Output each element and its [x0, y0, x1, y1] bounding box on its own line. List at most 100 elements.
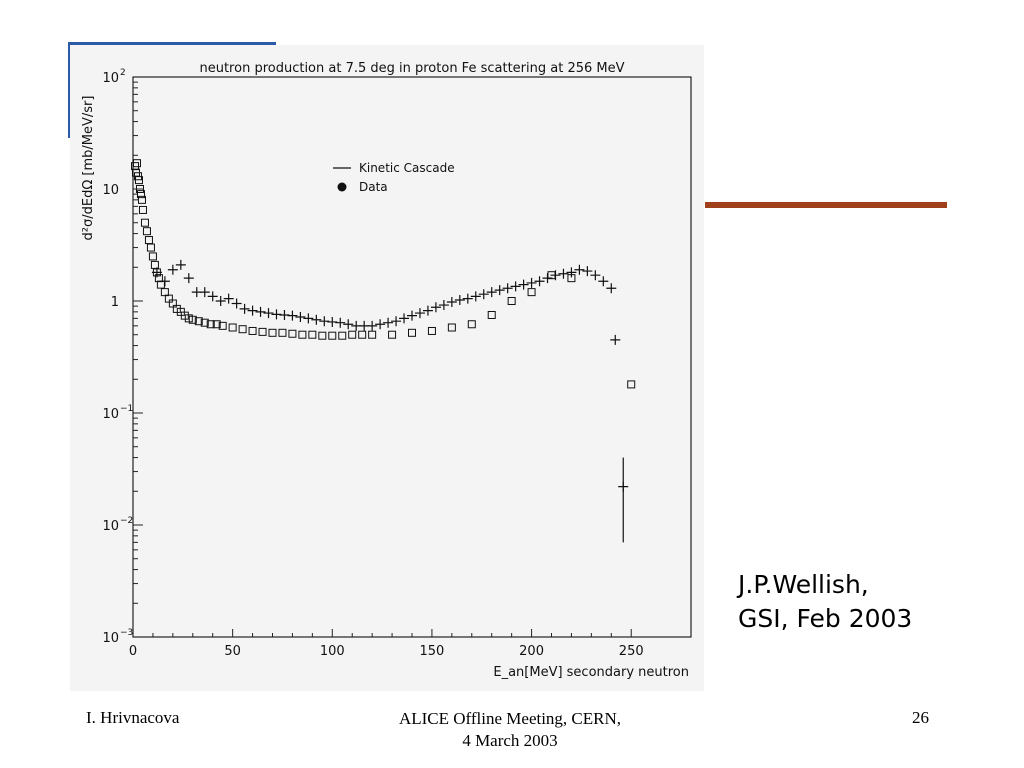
data-point-square [156, 280, 165, 289]
data-point-cross [399, 313, 410, 324]
data-point-cross [510, 281, 521, 292]
y-tick-exponent: 2 [120, 68, 126, 78]
data-point-cross [446, 296, 457, 307]
decorative-blue-line-vertical [68, 42, 71, 138]
data-point-cross [367, 320, 378, 331]
data-point-square [288, 329, 297, 338]
data-point-cross [207, 291, 218, 302]
data-point-cross [558, 268, 569, 279]
data-point-cross [335, 317, 346, 328]
data-point-cross [422, 305, 433, 316]
data-point-cross [462, 293, 473, 304]
data-point-cross [303, 313, 314, 324]
x-axis-label: E_an[MeV] secondary neutron [493, 665, 689, 680]
data-point-square [248, 326, 257, 335]
footer-event-line1: ALICE Offline Meeting, CERN, [398, 709, 622, 728]
data-point-cross [327, 316, 338, 327]
x-tick-label: 150 [420, 644, 445, 659]
data-point-square [268, 328, 277, 337]
data-point-square [427, 326, 436, 335]
data-point-cross [279, 309, 290, 320]
data-point-square [132, 159, 141, 168]
data-point-square [238, 325, 247, 334]
data-point-square [318, 331, 327, 340]
data-point-cross [151, 267, 162, 278]
data-point-cross [454, 295, 465, 306]
y-tick-label: 10 [102, 519, 119, 534]
plot-panel [70, 45, 704, 691]
data-point-cross [199, 287, 210, 298]
chart-marks [130, 159, 636, 543]
data-point-square [138, 205, 147, 214]
x-tick-label: 250 [619, 644, 644, 659]
data-point-cross [478, 289, 489, 300]
data-point-cross [319, 316, 330, 327]
data-point-square [308, 330, 317, 339]
data-point-square [148, 252, 157, 261]
data-point-cross [407, 310, 417, 321]
y-tick-label: 10 [102, 407, 119, 422]
data-point-square [408, 328, 416, 337]
data-point-cross [582, 266, 593, 277]
chart-legend: Kinetic Cascade Data [333, 161, 455, 194]
data-point-square [134, 176, 143, 185]
data-point-cross [295, 311, 306, 322]
data-point-square [140, 218, 149, 227]
data-point-cross [502, 283, 513, 294]
chart-title: neutron production at 7.5 deg in proton … [199, 61, 624, 76]
data-point-cross [550, 270, 561, 281]
x-tick-label: 50 [224, 644, 241, 659]
data-point-square [130, 162, 139, 171]
legend-dot-icon [337, 182, 347, 192]
page-number: 26 [912, 708, 929, 727]
data-point-cross [239, 303, 250, 314]
data-point-square [142, 227, 151, 236]
data-point-square [160, 288, 169, 297]
data-point-square [338, 331, 347, 340]
legend-label: Data [359, 180, 388, 194]
data-point-cross [494, 285, 505, 296]
data-point-square [218, 321, 227, 330]
data-point-square [298, 330, 307, 339]
data-point-cross [175, 259, 186, 270]
data-point-cross [486, 287, 497, 298]
data-point-square [135, 185, 144, 193]
data-point-square [388, 330, 397, 339]
data-point-cross [606, 283, 617, 294]
data-point-square [144, 236, 153, 245]
data-point-cross [383, 317, 394, 328]
data-point-cross [215, 296, 226, 306]
data-point-cross [610, 334, 621, 345]
data-point-square [206, 320, 215, 329]
data-point-cross [167, 264, 178, 275]
data-point-square [358, 330, 367, 339]
y-tick-label: 10 [102, 631, 119, 646]
data-point-cross [534, 276, 545, 287]
data-point-square [527, 288, 536, 297]
data-point-cross [574, 264, 585, 275]
data-point-cross [247, 305, 258, 316]
data-point-cross [542, 273, 553, 284]
data-point-cross [438, 300, 449, 311]
data-point-cross [518, 279, 529, 290]
data-point-square [348, 330, 357, 339]
credit-source: GSI, Feb 2003 [738, 604, 913, 633]
data-point-square [228, 323, 237, 332]
data-point-cross [263, 308, 274, 319]
x-tick-label: 200 [519, 644, 544, 659]
footer-event: ALICE Offline Meeting, CERN, 4 March 200… [340, 708, 680, 752]
credit-author: J.P.Wellish, [738, 570, 869, 599]
data-point-square [188, 315, 197, 324]
data-point-square [212, 320, 221, 329]
data-point-cross [566, 267, 577, 278]
y-tick-exponent: −1 [120, 404, 133, 414]
data-point-cross [414, 308, 425, 319]
data-point-cross [231, 298, 242, 309]
data-point-square [507, 297, 516, 305]
data-point-cross [470, 291, 481, 302]
data-point-cross [223, 293, 234, 304]
decorative-rust-line [705, 202, 947, 208]
y-tick-exponent: −2 [120, 516, 133, 526]
footer-event-line2: 4 March 2003 [462, 731, 558, 750]
